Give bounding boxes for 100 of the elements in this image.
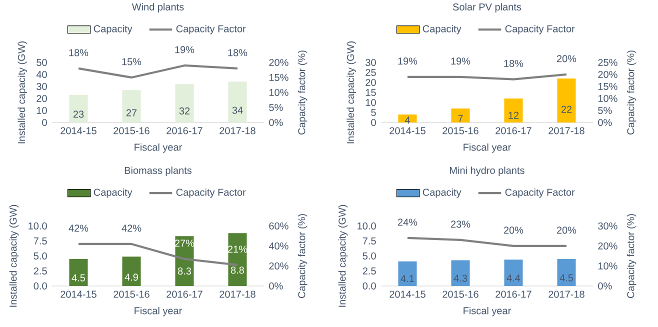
data-label: 20%: [504, 226, 524, 234]
y2-tick-label: 25%: [598, 58, 618, 66]
y2-tick-label: 10%: [269, 88, 288, 96]
y-tick-label: 40: [36, 70, 47, 78]
x-tick-label: 2014-15: [390, 127, 426, 134]
data-label: 4.3: [454, 274, 468, 282]
chart-title: Wind plants: [132, 3, 184, 12]
x-tick-label: 2017-18: [220, 290, 256, 298]
bar: [69, 94, 88, 122]
y2-tick-label: 15%: [598, 82, 618, 90]
legend-label: Capacity: [422, 188, 462, 198]
data-label: 8.8: [230, 266, 244, 274]
data-label: 21%: [228, 246, 248, 253]
bar: [228, 82, 247, 122]
data-label: 8.3: [178, 268, 192, 275]
data-label: 4.5: [72, 274, 86, 282]
y-tick-label: 7.5: [34, 237, 47, 244]
data-label: 20%: [556, 55, 576, 62]
data-label: 18%: [228, 49, 248, 56]
data-label: 22: [561, 106, 572, 113]
legend-label: Capacity Factor: [176, 24, 246, 34]
x-tick-label: 2014-15: [60, 127, 96, 134]
data-label: 12: [508, 112, 519, 119]
chart-title: Biomass plants: [124, 166, 192, 176]
y-tick-label: 10: [36, 106, 47, 114]
x-tick-label: 2017-18: [548, 127, 584, 134]
bar: [122, 256, 141, 286]
data-label: 42%: [68, 224, 88, 232]
chart-title: Mini hydro plants: [450, 166, 524, 176]
y-tick-label: 50: [36, 58, 47, 66]
x-tick-label: 2016-17: [496, 127, 532, 134]
data-label: 19%: [175, 46, 194, 54]
y2-axis-title: Capacity factor (%): [626, 50, 636, 134]
legend-label: Capacity: [94, 188, 132, 198]
y-tick-label: 25: [366, 68, 376, 76]
data-label: 34: [232, 106, 243, 114]
bar: [175, 236, 194, 286]
data-label: 18%: [504, 60, 524, 68]
legend-label: Capacity Factor: [176, 188, 246, 198]
bar: [557, 78, 576, 122]
x-axis-title: Fiscal year: [464, 306, 511, 316]
y-axis-title: Installed capacity (GW): [9, 204, 19, 307]
y2-tick-label: 30%: [598, 222, 618, 230]
data-label: 23: [73, 110, 84, 118]
y-tick-label: 10: [366, 98, 376, 106]
y-tick-label: 15: [366, 88, 376, 96]
legend-label: Capacity: [94, 24, 132, 34]
x-axis-title: Fiscal year: [464, 143, 511, 153]
y2-tick-label: 10%: [598, 94, 618, 102]
bar: [228, 233, 247, 286]
legend-label: Capacity: [422, 24, 462, 34]
y2-tick-label: 0%: [598, 118, 612, 126]
data-label: 15%: [122, 58, 142, 66]
y-axis-title: Installed capacity (GW): [18, 41, 28, 144]
x-axis-title: Fiscal year: [134, 306, 182, 316]
y-tick-label: 7.5: [362, 237, 376, 244]
y-tick-label: 0.0: [362, 282, 376, 290]
y-axis-title: Installed capacity (GW): [338, 204, 348, 307]
y-tick-label: 0: [42, 118, 47, 126]
y-tick-label: 20: [36, 94, 47, 102]
y2-tick-label: 20%: [269, 58, 288, 66]
x-axis-title: Fiscal year: [134, 143, 182, 153]
data-label: 24%: [398, 218, 418, 226]
data-label: 19%: [398, 58, 418, 65]
data-label: 18%: [69, 49, 88, 56]
x-tick-label: 2015-16: [442, 127, 478, 134]
x-tick-label: 2016-17: [166, 290, 202, 298]
y2-tick-label: 10%: [598, 262, 618, 270]
y-tick-label: 0: [371, 118, 376, 126]
bar: [504, 98, 523, 122]
bar: [122, 90, 141, 122]
y2-tick-label: 0%: [598, 282, 612, 290]
x-tick-label: 2014-15: [390, 290, 426, 298]
bar: [175, 84, 194, 122]
data-label: 42%: [122, 224, 142, 232]
y-tick-label: 20: [366, 78, 376, 86]
data-label: 32: [179, 107, 190, 115]
data-label: 4.1: [400, 275, 414, 282]
y-tick-label: 2.5: [362, 267, 376, 275]
x-tick-label: 2016-17: [496, 290, 532, 298]
data-label: 27: [126, 109, 137, 116]
x-tick-label: 2017-18: [220, 127, 256, 134]
y-tick-label: 0.0: [34, 282, 47, 290]
data-label: 27%: [174, 240, 194, 247]
y2-axis-title: Capacity factor (%): [298, 214, 308, 298]
y-axis-title: Installed capacity (GW): [346, 41, 356, 144]
x-tick-label: 2015-16: [114, 290, 150, 298]
y2-tick-label: 60%: [269, 222, 288, 230]
y-tick-label: 10.0: [358, 222, 376, 230]
y2-tick-label: 0%: [269, 118, 283, 126]
y2-tick-label: 20%: [269, 262, 288, 270]
data-label: 4.9: [124, 274, 138, 281]
y2-tick-label: 5%: [598, 106, 612, 114]
y-tick-label: 5.0: [34, 252, 47, 260]
x-tick-label: 2014-15: [60, 290, 96, 298]
legend-label: Capacity Factor: [505, 188, 575, 198]
y2-tick-label: 15%: [269, 74, 288, 82]
y-tick-label: 30: [366, 58, 376, 66]
chart-title: Solar PV plants: [452, 3, 522, 12]
y2-tick-label: 40%: [268, 242, 288, 250]
